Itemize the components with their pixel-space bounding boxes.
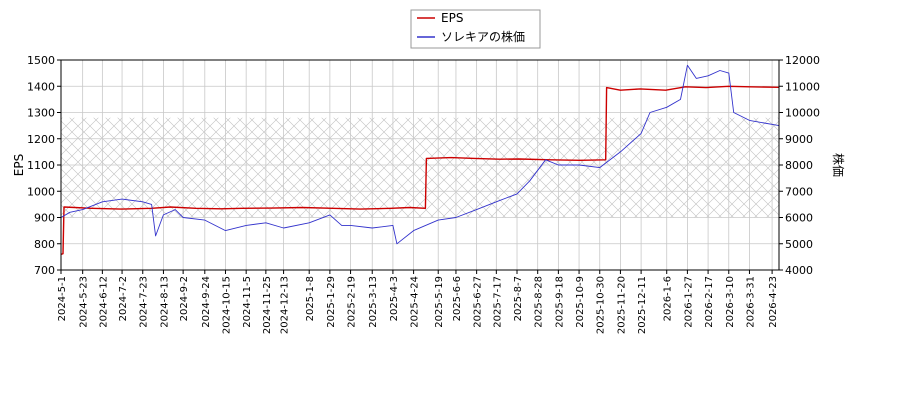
eps-line (61, 85, 779, 255)
x-tick-label: 2024-5-1 (57, 276, 68, 321)
legend: EPS ソレキアの株価 (410, 9, 541, 49)
x-tick-label: 2025-6-6 (452, 276, 463, 321)
x-tick-label: 2026-4-23 (768, 276, 779, 328)
y-left-tick-label: 1100 (27, 159, 55, 172)
x-tick-label: 2024-7-23 (139, 276, 150, 328)
x-tick-label: 2025-7-17 (492, 276, 503, 328)
x-tick-label: 2024-5-23 (79, 276, 90, 328)
x-tick-label: 2024-12-13 (280, 276, 291, 334)
x-tick-label: 2024-11-5 (242, 276, 253, 328)
y-right-label: 株価 (831, 153, 846, 177)
x-tick-label: 2025-10-30 (596, 276, 607, 334)
x-tick-label: 2024-11-25 (262, 276, 273, 334)
y-left-tick-label: 1500 (27, 54, 55, 67)
x-tick-label: 2024-8-13 (159, 276, 170, 328)
y-right-tick-label: 9000 (785, 133, 813, 146)
x-tick-label: 2025-4-3 (389, 276, 400, 321)
x-tick-label: 2025-3-13 (368, 276, 379, 328)
x-tick-label: 2026-2-17 (704, 276, 715, 328)
y-left-tick-label: 700 (34, 264, 55, 277)
x-tick-label: 2025-11-20 (616, 276, 627, 334)
x-tick-label: 2024-9-2 (179, 276, 190, 321)
legend-label-price: ソレキアの株価 (441, 29, 525, 44)
y-left-tick-label: 800 (34, 238, 55, 251)
y-left-label: EPS (12, 154, 26, 176)
y-right-tick-label: 7000 (785, 185, 813, 198)
x-tick-label: 2024-7-2 (118, 276, 129, 321)
x-tick-label: 2024-6-12 (98, 276, 109, 328)
y-left-tick-label: 1000 (27, 185, 55, 198)
y-right-tick-label: 6000 (785, 212, 813, 225)
x-tick-label: 2025-6-27 (473, 276, 484, 328)
x-tick-label: 2024-10-15 (221, 276, 232, 334)
x-tick-label: 2025-10-9 (575, 276, 586, 328)
x-tick-label: 2024-9-24 (201, 276, 212, 328)
hatch-band (61, 117, 779, 218)
y-right-tick-label: 8000 (785, 159, 813, 172)
x-tick-label: 2026-3-10 (725, 276, 736, 328)
x-tick-label: 2025-12-11 (637, 276, 648, 334)
x-axis: 2024-5-1 2024-5-23 2024-6-12 2024-7-2 2024-7… (57, 270, 779, 334)
x-tick-label: 2025-1-8 (305, 276, 316, 321)
legend-box (410, 9, 541, 49)
price-line (61, 64, 779, 245)
y-axis-right: 4000 5000 6000 7000 8000 9000 10000 11000 12000 (779, 54, 820, 277)
y-right-tick-label: 12000 (785, 54, 820, 67)
legend-label-eps: EPS (441, 11, 463, 25)
y-right-tick-label: 11000 (785, 80, 820, 93)
x-tick-label: 2025-5-19 (434, 276, 445, 328)
x-tick-label: 2026-1-27 (683, 276, 694, 328)
series-group (61, 64, 779, 255)
y-left-tick-label: 900 (34, 212, 55, 225)
x-tick-label: 2025-4-24 (410, 276, 421, 328)
x-tick-label: 2025-1-29 (326, 276, 337, 328)
x-tick-label: 2026-3-31 (745, 276, 756, 328)
y-right-tick-label: 4000 (785, 264, 813, 277)
x-tick-label: 2025-2-19 (347, 276, 358, 328)
y-right-tick-label: 5000 (785, 238, 813, 251)
y-axis-left: 700 800 900 1000 1100 1200 1300 1400 1500 (27, 54, 61, 277)
x-tick-label: 2025-9-18 (554, 276, 565, 328)
y-right-tick-label: 10000 (785, 107, 820, 120)
y-left-tick-label: 1400 (27, 80, 55, 93)
y-left-tick-label: 1200 (27, 133, 55, 146)
x-tick-label: 2026-1-6 (663, 276, 674, 321)
x-tick-label: 2025-8-28 (534, 276, 545, 328)
y-left-tick-label: 1300 (27, 107, 55, 120)
x-tick-label: 2025-8-7 (513, 276, 524, 321)
